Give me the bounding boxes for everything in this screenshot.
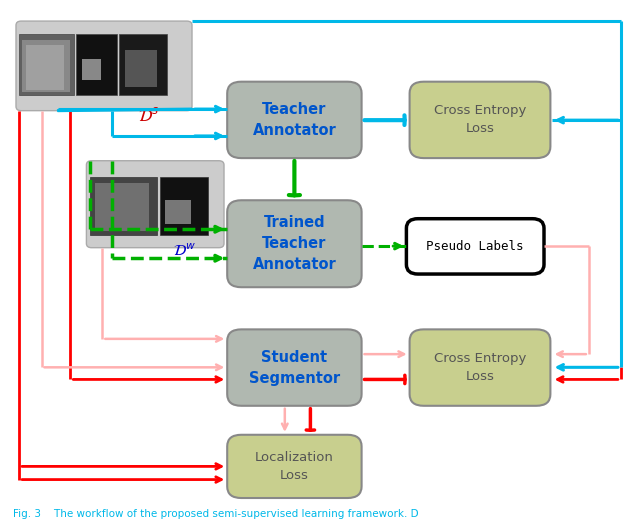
Text: $\mathcal{D}^w$: $\mathcal{D}^w$ [173,242,196,259]
FancyBboxPatch shape [125,50,157,87]
FancyBboxPatch shape [82,59,101,80]
FancyBboxPatch shape [76,34,117,95]
Text: Cross Entropy
Loss: Cross Entropy Loss [434,352,526,383]
Text: Trained
Teacher
Annotator: Trained Teacher Annotator [253,215,336,272]
Text: Student
Segmentor: Student Segmentor [249,349,340,386]
FancyBboxPatch shape [227,200,362,287]
FancyBboxPatch shape [410,329,550,406]
FancyBboxPatch shape [19,34,74,95]
FancyBboxPatch shape [86,161,224,248]
FancyBboxPatch shape [227,329,362,406]
FancyBboxPatch shape [227,435,362,498]
Text: Cross Entropy
Loss: Cross Entropy Loss [434,104,526,135]
Text: Localization
Loss: Localization Loss [255,451,334,482]
Text: $\mathcal{D}^s$: $\mathcal{D}^s$ [138,107,159,125]
FancyBboxPatch shape [165,200,191,224]
FancyBboxPatch shape [90,177,157,235]
FancyBboxPatch shape [160,177,208,235]
Text: Teacher
Annotator: Teacher Annotator [253,102,336,138]
FancyBboxPatch shape [119,34,167,95]
FancyBboxPatch shape [95,183,149,231]
FancyBboxPatch shape [410,82,550,158]
Text: Fig. 3    The workflow of the proposed semi-supervised learning framework. D: Fig. 3 The workflow of the proposed semi… [13,509,419,519]
FancyBboxPatch shape [227,82,362,158]
FancyBboxPatch shape [26,45,64,90]
Text: Pseudo Labels: Pseudo Labels [426,240,524,253]
FancyBboxPatch shape [22,40,70,92]
FancyBboxPatch shape [406,219,544,274]
FancyBboxPatch shape [16,21,192,111]
